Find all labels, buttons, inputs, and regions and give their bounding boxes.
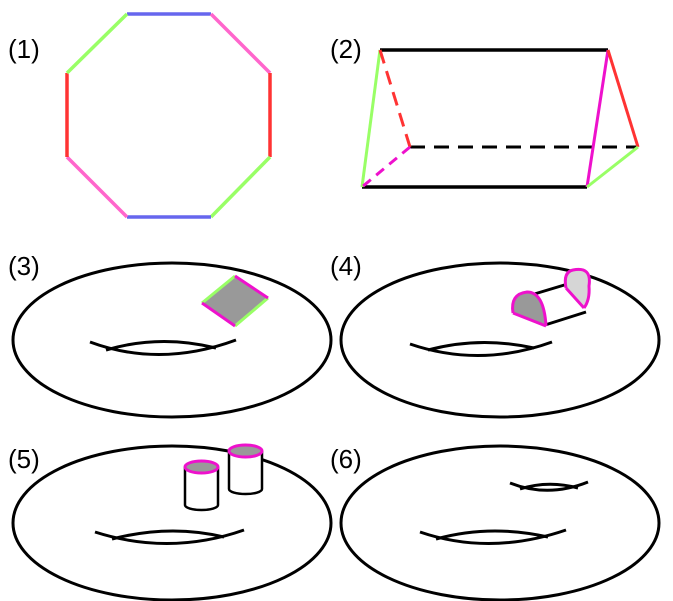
panel-2-label: (2) (330, 34, 362, 64)
torus-outline (11, 261, 333, 419)
octagon-edge-top-left (65, 12, 129, 75)
tube-back-cap-rim (563, 267, 591, 309)
torus-hole-upper-curve (427, 340, 535, 352)
panel-1-label: (1) (8, 34, 40, 64)
torus-outline (339, 444, 661, 601)
tube-side-bottom (544, 310, 587, 327)
torus-hole-1-upper-curve (435, 529, 549, 541)
patch-edge-magenta-right (234, 274, 269, 300)
panel-5-torus-with-cylinders: (5) (8, 443, 333, 601)
octagon-edge-top-right (209, 12, 272, 75)
torus-hole-lower-curve (89, 338, 237, 356)
panel-6-label: (6) (330, 444, 362, 474)
cylinder-2-base (227, 488, 264, 496)
torus-hole-1-lower-curve (419, 528, 567, 546)
prism-right-red-edge (606, 49, 640, 148)
torus-hole-upper-curve (111, 529, 225, 541)
prism-left-front-edge (360, 49, 382, 188)
patch-edge-green-bottom (234, 296, 269, 328)
torus-outline (339, 261, 661, 419)
panel-5-label: (5) (8, 444, 40, 474)
panel-4-label: (4) (330, 251, 362, 281)
prism-left-hidden-magenta (361, 145, 411, 189)
torus-hole-lower-curve (409, 340, 553, 358)
cylinder-1-top (183, 459, 220, 475)
torus-hole-2-lower-curve (509, 480, 589, 492)
tube-back-cap-base (564, 286, 586, 310)
panel-2-prism: (2) (330, 34, 640, 189)
torus-hole-upper-curve (105, 339, 217, 352)
tube-front-cap-rim (511, 290, 548, 327)
panel-6-double-torus: (6) (330, 444, 661, 601)
cylinder-2-top (227, 443, 264, 459)
prism-left-hidden-red (378, 49, 412, 148)
tube-back-cap-fill (565, 269, 590, 308)
tube-front-cap-fill (512, 292, 546, 326)
torus-patch (202, 276, 268, 326)
tube-front-cap-base (512, 311, 547, 328)
patch-edge-magenta-left (201, 301, 236, 328)
prism-right-green-edge (586, 145, 639, 189)
panel-3-label: (3) (8, 251, 40, 281)
torus-hole-2-upper-curve (519, 482, 579, 491)
panel-4-torus-with-tube: (4) (330, 251, 661, 419)
octagon-edge-bottom-left (65, 155, 129, 219)
panel-3-torus-with-patch: (3) (8, 251, 333, 419)
octagon-edge-bottom-right (209, 155, 272, 219)
prism-right-front-edge (585, 49, 610, 188)
patch-edge-green-top (201, 274, 236, 305)
torus-hole-lower-curve (94, 528, 245, 546)
panel-1-octagon: (1) (8, 12, 272, 219)
cylinder-1-base (183, 504, 220, 512)
torus-outline (11, 444, 333, 601)
